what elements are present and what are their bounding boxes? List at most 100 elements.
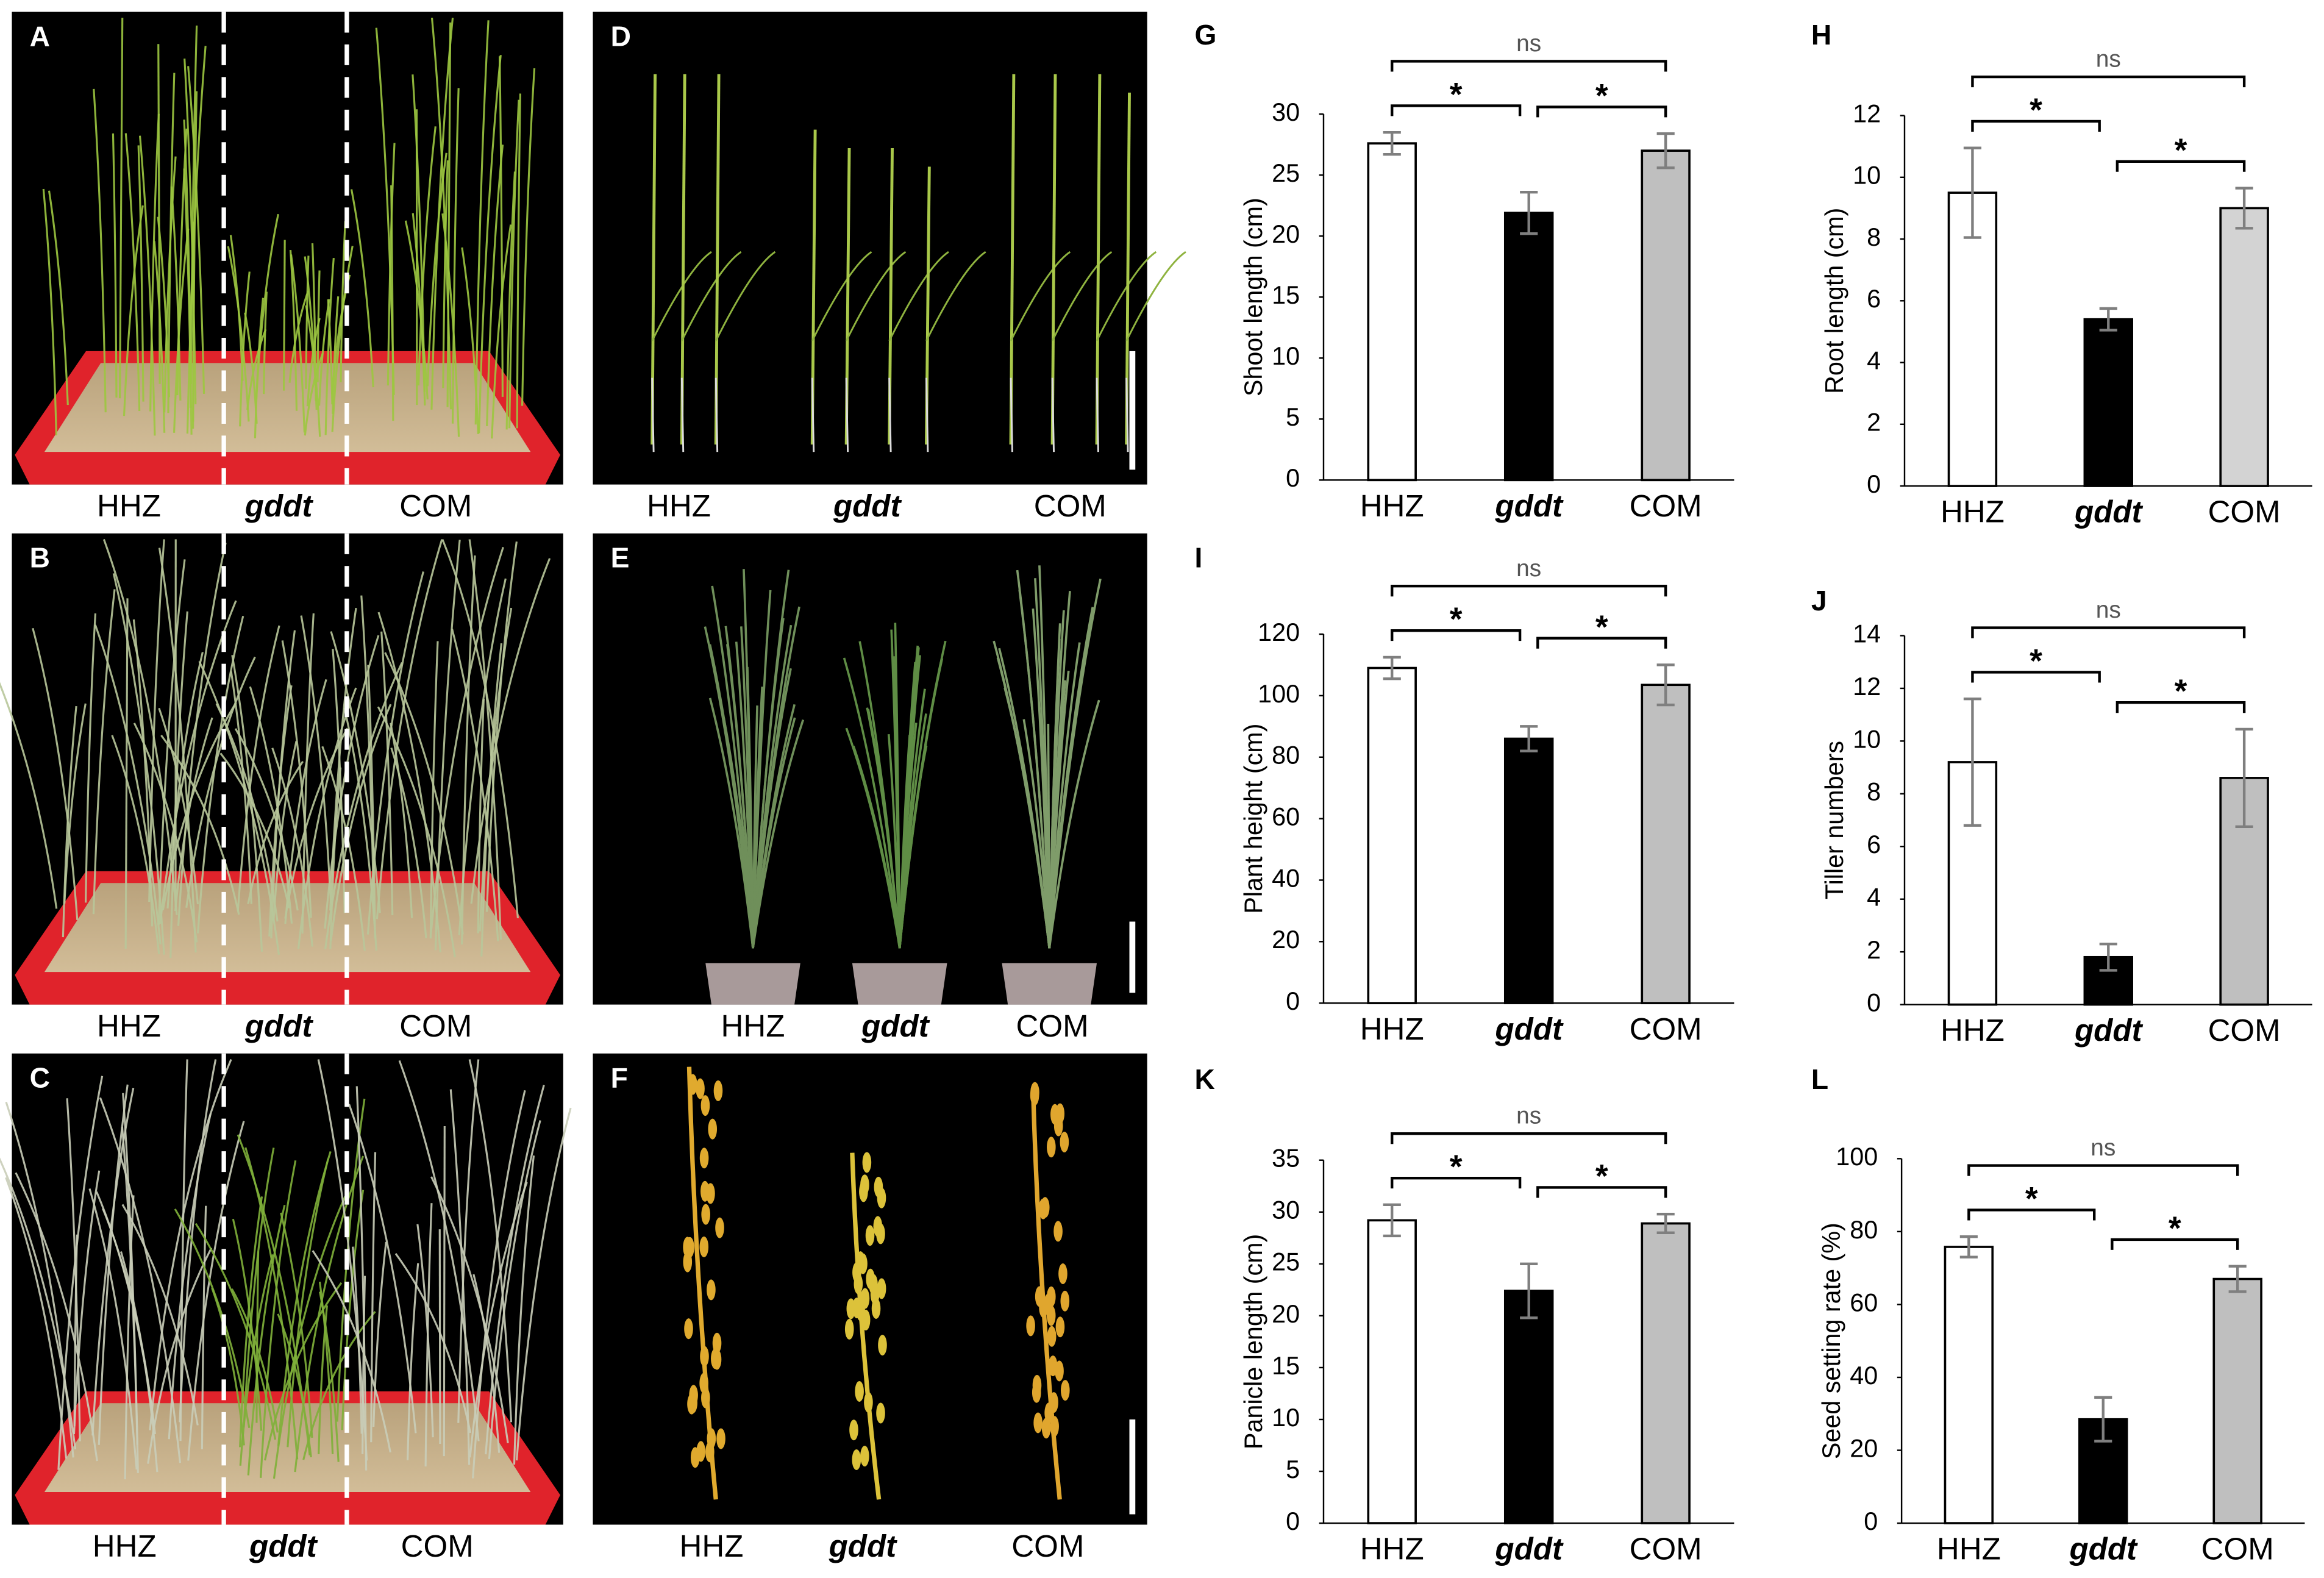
plant-leaf	[137, 145, 144, 402]
significance-bracket	[1971, 626, 2246, 638]
photo-label: gddt	[861, 1009, 930, 1043]
grain	[683, 1251, 693, 1273]
plant-leaf	[434, 540, 461, 951]
plant-leaf	[426, 152, 447, 387]
plant-leaf	[247, 760, 304, 904]
plant-leaf	[119, 1251, 159, 1473]
photo-label: HHZ	[647, 488, 711, 523]
scale-bar	[1129, 921, 1136, 993]
plant-leaf	[42, 188, 57, 436]
y-tick-label: 14	[1853, 619, 1881, 648]
grain	[866, 1268, 875, 1290]
plant-leaf	[227, 246, 250, 422]
plant-leaf	[412, 74, 426, 392]
x-tick-label: gddt	[1494, 1012, 1564, 1046]
y-tick-label: 4	[1867, 346, 1881, 374]
plant-leaf	[112, 133, 118, 398]
error-bar	[2235, 727, 2253, 829]
plant-leaf	[270, 630, 296, 939]
plant-leaf	[390, 723, 413, 918]
plant-leaf	[457, 1059, 480, 1423]
photo-label: gddt	[249, 1529, 318, 1563]
plant-leaf	[111, 735, 160, 954]
photo-label: HHZ	[97, 1009, 161, 1043]
significance-bracket	[1971, 120, 2101, 132]
x-tick-label: COM	[1630, 1532, 1702, 1566]
root	[680, 377, 685, 452]
plant-leaf	[230, 671, 252, 904]
y-tick-label: 2	[1867, 936, 1881, 964]
scale-bar	[1129, 351, 1136, 470]
plant-leaf	[255, 213, 279, 399]
photo-label: HHZ	[679, 1529, 743, 1563]
x-tick-label: COM	[2201, 1532, 2274, 1566]
plant-leaf	[752, 590, 772, 949]
plant-leaf	[843, 657, 901, 949]
grain	[1053, 1221, 1063, 1242]
plant-leaf	[85, 613, 97, 903]
grain	[699, 1373, 708, 1394]
plant-leaf	[196, 616, 244, 934]
plant-leaf	[1022, 719, 1051, 949]
grain	[1047, 1137, 1056, 1158]
plant-leaf	[508, 99, 520, 429]
significance-bracket	[1391, 1176, 1522, 1189]
y-axis-label: Seed setting rate (%)	[1817, 1223, 1845, 1459]
y-tick-label: 8	[1867, 223, 1881, 251]
plant-leaf	[73, 1170, 101, 1435]
error-bar	[2094, 1396, 2112, 1443]
plant-leaf	[1018, 589, 1051, 949]
grain	[700, 1095, 710, 1116]
root	[1051, 377, 1055, 452]
plant-leaf	[505, 171, 516, 430]
y-tick-label: 2	[1867, 409, 1881, 437]
root	[651, 377, 655, 452]
bar	[1944, 1246, 1994, 1524]
plant-leaf	[394, 1252, 472, 1433]
seedling-leaf	[1051, 251, 1113, 341]
significance-label: ns	[2091, 1135, 2115, 1161]
y-tick-label: 5	[1286, 1455, 1300, 1483]
plant-leaf	[289, 249, 298, 411]
plant-leaf	[1048, 578, 1102, 949]
grain	[849, 1419, 858, 1441]
grain	[705, 1441, 715, 1463]
root	[1096, 377, 1099, 452]
significance-label: *	[2175, 132, 2187, 168]
error-bar	[2228, 1265, 2247, 1293]
significance-label: *	[2025, 1181, 2038, 1217]
significance-label: ns	[1516, 555, 1541, 582]
grain	[684, 1318, 693, 1340]
plant-leaf	[752, 624, 793, 949]
plant-leaf	[133, 723, 198, 943]
y-axis-label: Panicle length (cm)	[1239, 1234, 1267, 1449]
plant-leaf	[430, 18, 454, 410]
plant-leaf	[472, 1274, 501, 1453]
y-tick-label: 100	[1836, 1143, 1878, 1171]
plant-leaf	[184, 59, 197, 405]
plant-leaf	[287, 1159, 329, 1448]
panel-letter: F	[611, 1062, 628, 1094]
grain	[1038, 1198, 1048, 1219]
significance-bracket	[1971, 671, 2101, 683]
photo-background	[593, 12, 1147, 485]
y-tick-label: 4	[1867, 884, 1881, 912]
plant-leaf	[998, 648, 1051, 949]
y-tick-label: 0	[1867, 470, 1881, 498]
plant-leaf	[424, 1203, 433, 1467]
plant-leaf	[845, 727, 901, 949]
grain	[862, 1152, 872, 1173]
y-tick-label: 60	[1272, 803, 1300, 831]
photo-panel: C	[0, 1053, 572, 1525]
x-tick-label: gddt	[2074, 1013, 2144, 1048]
plant-leaf	[304, 352, 324, 436]
plant-leaf	[243, 1148, 275, 1427]
grain	[876, 1223, 885, 1244]
pot	[1002, 963, 1097, 1005]
grain	[1055, 1316, 1065, 1338]
x-tick-label: gddt	[2069, 1532, 2138, 1566]
grain	[855, 1380, 864, 1402]
seedling-leaf	[715, 251, 776, 341]
plant-leaf	[15, 1172, 98, 1462]
plant-leaf	[469, 1182, 528, 1458]
